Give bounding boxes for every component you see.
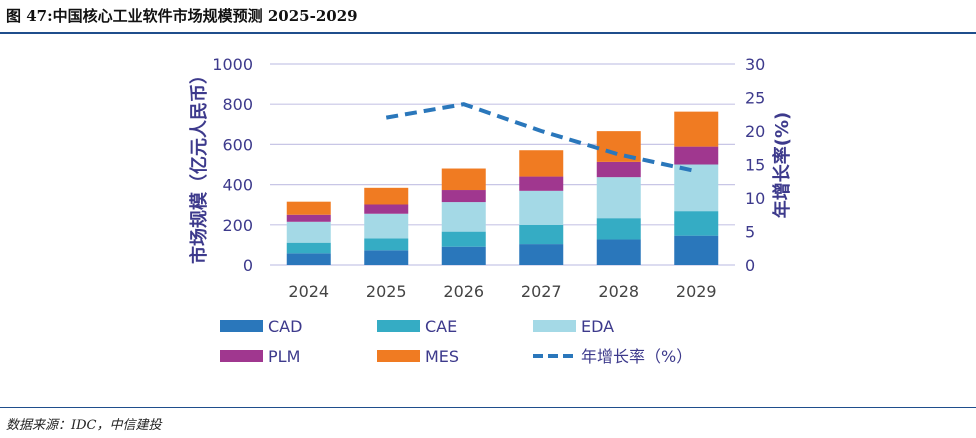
bar-eda-2027 [519,190,564,226]
legend-label: CAE [425,317,457,336]
bar-cae-2024 [286,242,331,254]
x-tick-label: 2027 [521,282,562,301]
bar-eda-2028 [596,177,641,219]
bar-eda-2026 [441,202,486,232]
bar-plm-2027 [519,176,564,191]
title-divider [0,32,976,34]
bar-plm-2026 [441,190,486,203]
bar-plm-2028 [596,161,641,178]
bar-cae-2026 [441,231,486,247]
y-right-tick-label: 25 [745,89,765,108]
legend-swatch-mes [377,350,420,362]
y-right-tick-label: 30 [745,55,765,74]
source-note: 数据来源：IDC，中信建投 [6,418,162,433]
bar-mes-2029 [674,111,719,147]
bar-mes-2027 [519,150,564,177]
y-right-tick-label: 10 [745,189,765,208]
legend-swatch-cae [377,320,420,332]
legend-swatch-cad [220,320,263,332]
bar-mes-2026 [441,168,486,191]
x-tick-label: 2028 [598,282,639,301]
bar-mes-2024 [286,201,331,215]
bar-cae-2025 [364,238,409,251]
footer-divider [0,407,976,408]
bar-cad-2024 [286,253,331,265]
legend-swatch-eda [533,320,576,332]
y-tick-label: 1000 [212,55,253,74]
bar-eda-2024 [286,221,331,243]
bar-plm-2024 [286,214,331,222]
y-tick-label: 200 [222,216,253,235]
figure-title: 图 47:中国核心工业软件市场规模预测 2025-2029 [6,7,358,25]
y-right-axis-label: 年增长率(%) [771,112,793,219]
y-tick-label: 800 [222,95,253,114]
legend-label: EDA [581,317,614,336]
y-tick-label: 600 [222,135,253,154]
x-tick-label: 2025 [366,282,407,301]
bar-eda-2025 [364,213,409,239]
y-tick-label: 0 [243,256,253,275]
bar-cad-2025 [364,250,409,265]
y-right-tick-label: 0 [745,256,755,275]
bar-cad-2027 [519,244,564,265]
legend-label: 年增长率（%） [581,347,692,366]
growth-rate-line [385,102,697,174]
y-right-tick-label: 15 [745,156,765,175]
x-tick-label: 2026 [443,282,484,301]
legend-swatch-plm [220,350,263,362]
bar-plm-2029 [674,146,719,165]
bar-cae-2028 [596,218,641,240]
legend-label: CAD [268,317,302,336]
bar-cad-2028 [596,239,641,265]
bar-plm-2025 [364,204,409,214]
y-tick-label: 400 [222,176,253,195]
bar-cad-2026 [441,246,486,265]
bar-cae-2029 [674,211,719,236]
y-right-tick-label: 20 [745,122,765,141]
x-tick-label: 2024 [288,282,329,301]
bar-cae-2027 [519,225,564,245]
bar-cad-2029 [674,235,719,265]
x-tick-label: 2029 [676,282,717,301]
y-right-tick-label: 5 [745,223,755,242]
y-axis-label: 市场规模（亿元人民币） [188,66,210,264]
legend-label: MES [425,347,459,366]
legend-label: PLM [268,347,300,366]
bar-mes-2025 [364,187,409,205]
bar-eda-2029 [674,164,719,212]
